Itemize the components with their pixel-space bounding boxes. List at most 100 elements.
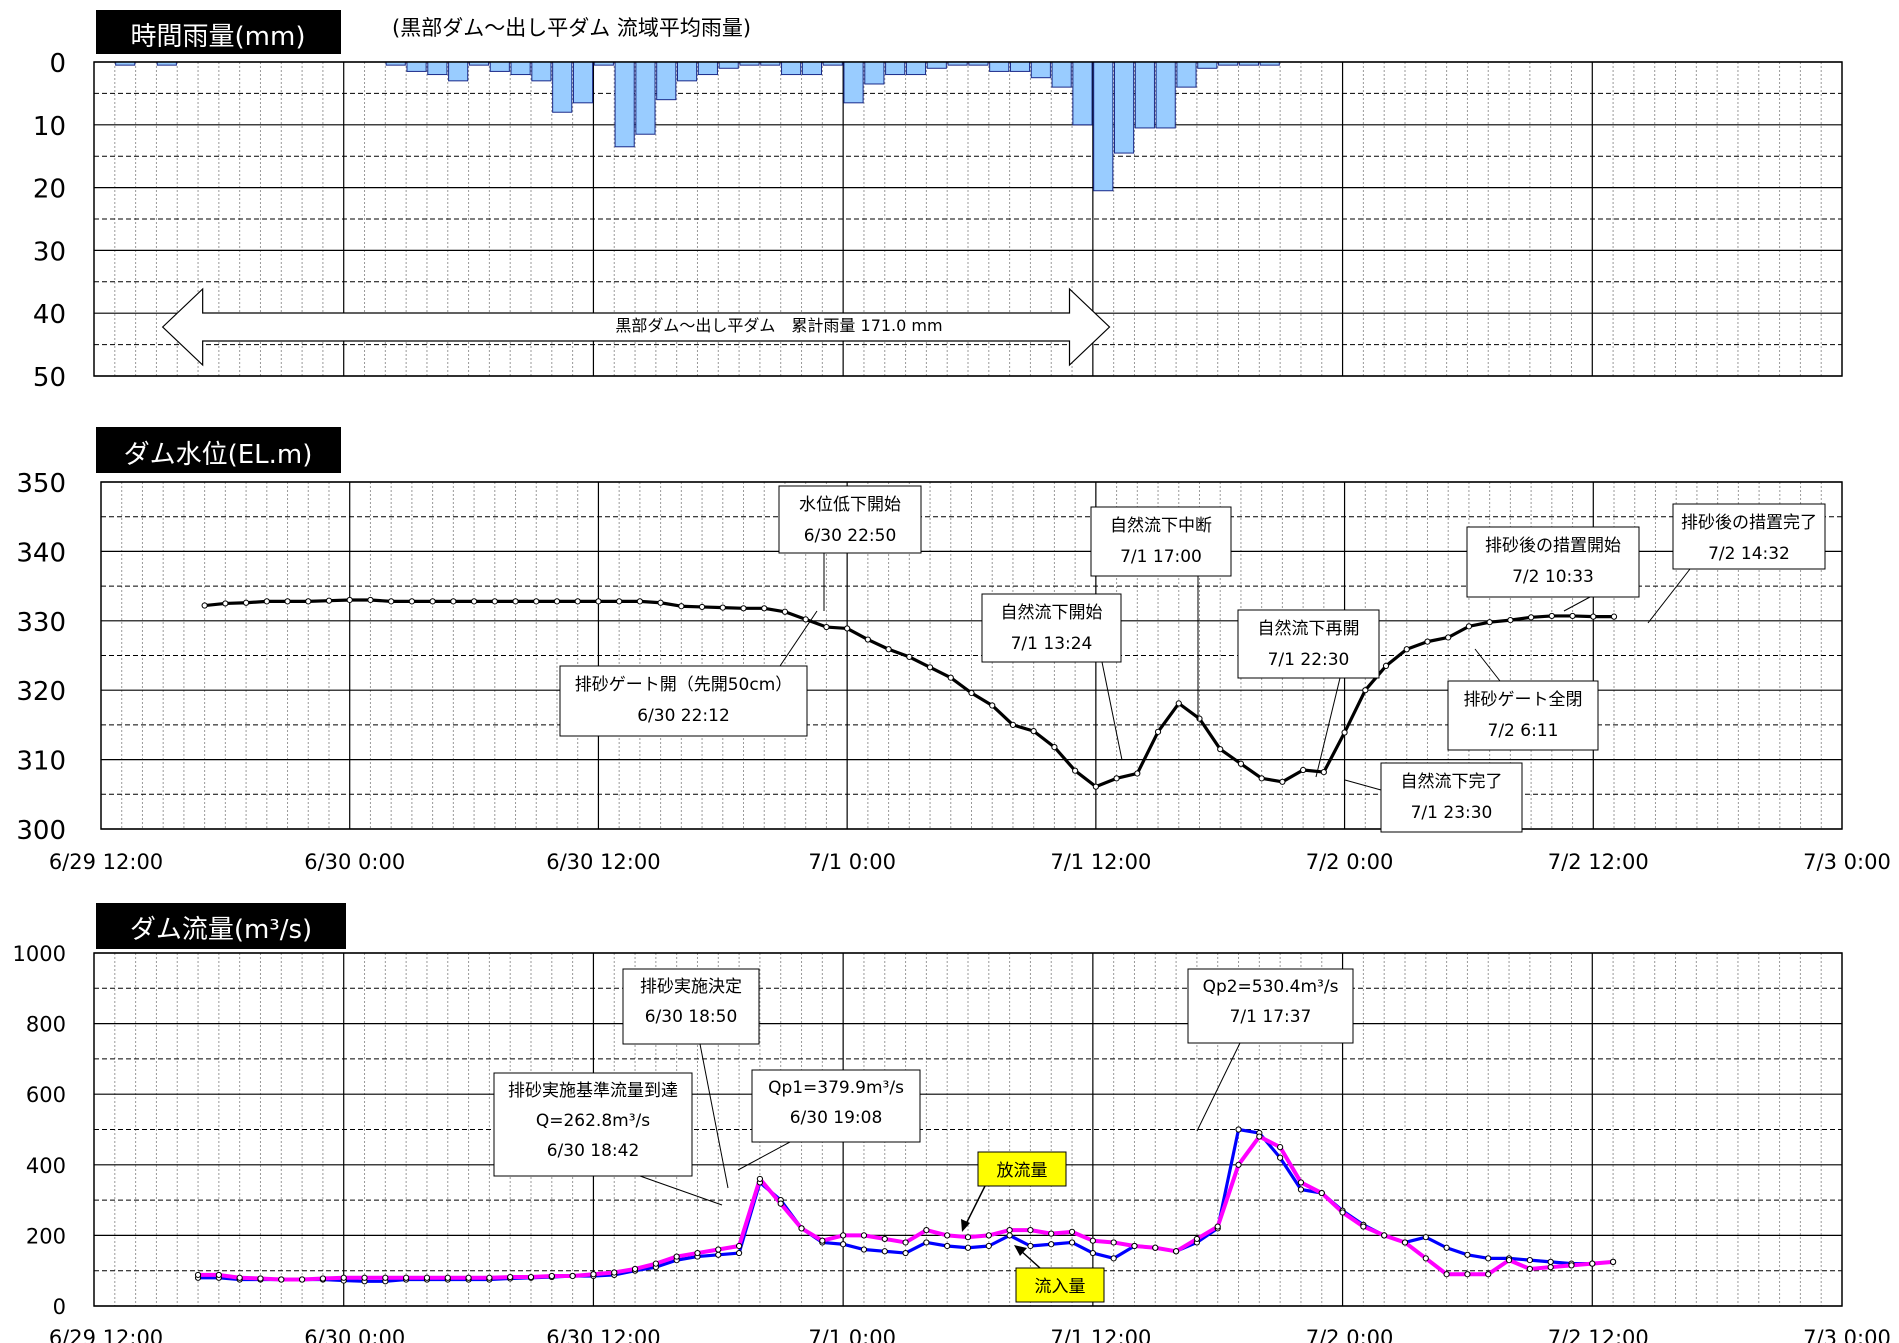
water-level-point <box>1590 613 1597 620</box>
cumulative-rain-label: 黒部ダム～出し平ダム 累計雨量 171.0 mm <box>615 316 942 335</box>
water-level-title: ダム水位(EL.m) <box>124 440 313 470</box>
flow-point <box>611 1269 618 1276</box>
water-level-point <box>1300 766 1307 774</box>
flow-point <box>964 1244 972 1251</box>
flow-point <box>1089 1237 1096 1244</box>
callout-text: 7/2 14:32 <box>1708 544 1790 564</box>
x-tick-label: 7/1 12:00 <box>1050 1326 1151 1343</box>
water-level-point <box>367 596 374 604</box>
flow-point <box>257 1275 264 1282</box>
callout-box <box>1447 680 1599 751</box>
rain-bar <box>614 61 635 148</box>
callout-text: 自然流下再開 <box>1258 619 1360 639</box>
water-level-point <box>1175 700 1182 707</box>
flow-point <box>403 1274 410 1281</box>
water-level-point <box>553 598 561 605</box>
callout-text: 水位低下開始 <box>799 495 901 515</box>
water-level-point <box>844 625 851 632</box>
legend-outflow-arrowhead <box>961 1219 970 1232</box>
water-level-point <box>1072 767 1079 774</box>
callout-box <box>559 665 808 737</box>
water-level-point <box>1548 612 1555 620</box>
rain-bar <box>1155 61 1176 129</box>
flow-point <box>964 1234 972 1241</box>
water-level-point <box>926 664 934 671</box>
x-tick-label: 7/1 12:00 <box>1050 850 1151 874</box>
water-level-point <box>719 604 726 611</box>
water-level-annotations: 水位低下開始 6/30 22:50 排砂ゲート開（先開50cm） 6/30 22:12… <box>559 485 1826 833</box>
flow-point <box>985 1232 992 1239</box>
flow-point <box>236 1274 243 1281</box>
water-level-point <box>346 596 353 604</box>
flow-point <box>923 1239 930 1246</box>
flow-point <box>382 1274 389 1281</box>
x-tick-label: 7/3 0:00 <box>1803 850 1891 874</box>
rain-bar <box>697 61 718 76</box>
flow-point <box>1048 1241 1055 1248</box>
flow-point <box>548 1272 555 1280</box>
callout-box <box>622 968 760 1045</box>
legend-inflow-label: 流入量 <box>1035 1277 1086 1297</box>
discharge-grid <box>94 952 1842 1307</box>
flow-y-tick: 0 <box>53 1295 66 1319</box>
callout-box <box>981 593 1122 663</box>
callout-text: 6/30 18:50 <box>645 1007 738 1027</box>
water-level-point <box>989 702 996 709</box>
flow-point <box>1443 1271 1450 1278</box>
rain-bar <box>489 61 510 72</box>
level-y-tick: 340 <box>16 538 66 568</box>
water-level-point <box>1051 744 1058 751</box>
flow-point <box>1193 1235 1201 1243</box>
flow-point <box>735 1249 743 1257</box>
water-level-point <box>968 689 975 697</box>
water-level-point <box>201 602 208 609</box>
callout-box <box>751 1069 921 1143</box>
water-level-point <box>1486 619 1493 626</box>
rain-bar <box>781 61 802 76</box>
water-level-point <box>761 605 768 612</box>
callout-box <box>1672 503 1826 570</box>
rain-bar <box>801 61 823 76</box>
rain-y-tick: 40 <box>33 300 66 330</box>
water-level-plot-frame <box>100 481 1843 830</box>
callout-box <box>1237 609 1380 679</box>
x-tick-label: 7/3 0:00 <box>1803 1326 1891 1343</box>
water-level-point <box>1134 770 1141 777</box>
water-level-point <box>885 646 892 653</box>
callout-box <box>1380 762 1523 833</box>
callout-box <box>1187 968 1354 1044</box>
flow-point <box>1256 1133 1263 1140</box>
water-level-point <box>1279 778 1286 785</box>
rain-bar <box>635 61 656 135</box>
rain-bar <box>1197 61 1218 69</box>
flow-point <box>1235 1126 1242 1133</box>
rainfall-plot-frame <box>93 61 1843 377</box>
flow-point <box>1068 1228 1076 1235</box>
water-level-point <box>1113 775 1120 782</box>
level-y-tick: 330 <box>16 608 66 638</box>
flow-point <box>1505 1257 1513 1264</box>
discharge-series <box>194 1126 1617 1285</box>
x-tick-label: 6/29 12:00 <box>49 1326 163 1343</box>
callout-text: 7/2 10:33 <box>1512 567 1594 587</box>
callout-text: 6/30 19:08 <box>790 1108 883 1128</box>
water-level-point <box>1320 768 1327 776</box>
water-level-point <box>864 636 871 643</box>
flow-point <box>840 1241 847 1248</box>
flow-y-tick: 600 <box>26 1083 66 1107</box>
flow-point <box>215 1271 222 1279</box>
discharge-plot-frame <box>93 952 1843 1307</box>
water-level-point <box>574 598 581 605</box>
flow-point <box>1422 1234 1429 1241</box>
rain-bar <box>552 61 573 113</box>
rain-bar <box>905 61 927 76</box>
callout-text: 排砂後の措置完了 <box>1681 513 1817 533</box>
water-level-point <box>781 608 789 615</box>
callout-pointer <box>1101 661 1123 761</box>
callout-pointer <box>639 1175 723 1206</box>
flow-point <box>319 1275 327 1282</box>
water-level-point <box>325 597 333 604</box>
callout-pointer <box>737 1141 791 1171</box>
level-y-tick: 310 <box>16 747 66 777</box>
water-level-point <box>491 598 498 605</box>
